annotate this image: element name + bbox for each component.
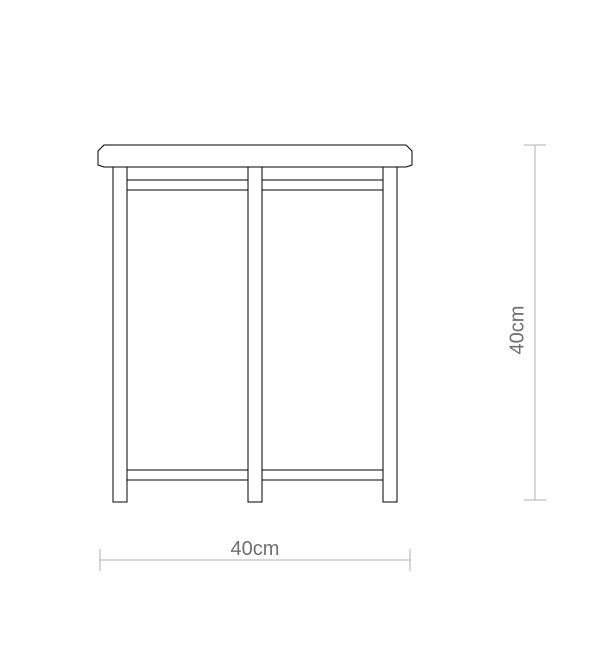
dim-width-label: 40cm [231,538,280,560]
dimension-drawing: 40cm 40cm [0,0,600,646]
dim-height-label: 40cm [506,306,528,355]
